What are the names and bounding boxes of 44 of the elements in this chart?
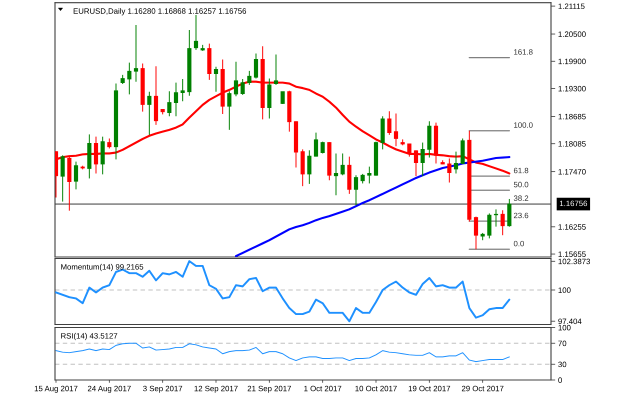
candlestick (454, 151, 458, 174)
candlestick (247, 70, 252, 86)
line-series (55, 260, 510, 322)
candlestick (194, 14, 198, 50)
candlestick (234, 61, 238, 97)
candlestick (214, 66, 218, 92)
candlestick (107, 138, 112, 149)
candlestick (487, 212, 492, 239)
candlestick (407, 142, 412, 158)
candlestick (254, 53, 258, 80)
candlestick (127, 62, 132, 95)
candlestick (167, 90, 172, 117)
candlestick (394, 113, 398, 147)
candlestick (74, 161, 78, 190)
candlestick (387, 110, 392, 136)
candlestick (500, 210, 505, 236)
candlestick (334, 152, 338, 196)
candlestick (360, 173, 365, 184)
candlestick (507, 198, 512, 228)
candlestick (380, 116, 385, 150)
candlestick (367, 166, 372, 184)
candlestick (340, 152, 345, 176)
candlestick (307, 150, 312, 184)
candlestick (147, 91, 152, 136)
candlestick (134, 24, 138, 82)
candlestick (420, 142, 425, 177)
candlestick (460, 138, 465, 164)
candlestick (174, 82, 178, 117)
candlestick (60, 154, 65, 202)
candlestick (180, 78, 185, 102)
candlestick (267, 78, 272, 119)
candlestick (300, 148, 305, 187)
candlestick (354, 174, 358, 206)
candlestick (280, 91, 285, 104)
candlestick (240, 78, 245, 96)
line-series (56, 342, 510, 362)
candlestick (120, 74, 125, 84)
candlestick (227, 90, 232, 130)
candlestick (314, 132, 318, 158)
candlestick (427, 120, 432, 158)
candlestick (100, 136, 105, 175)
candlestick (274, 54, 278, 86)
candlestick (320, 141, 325, 154)
candlestick (474, 216, 478, 250)
